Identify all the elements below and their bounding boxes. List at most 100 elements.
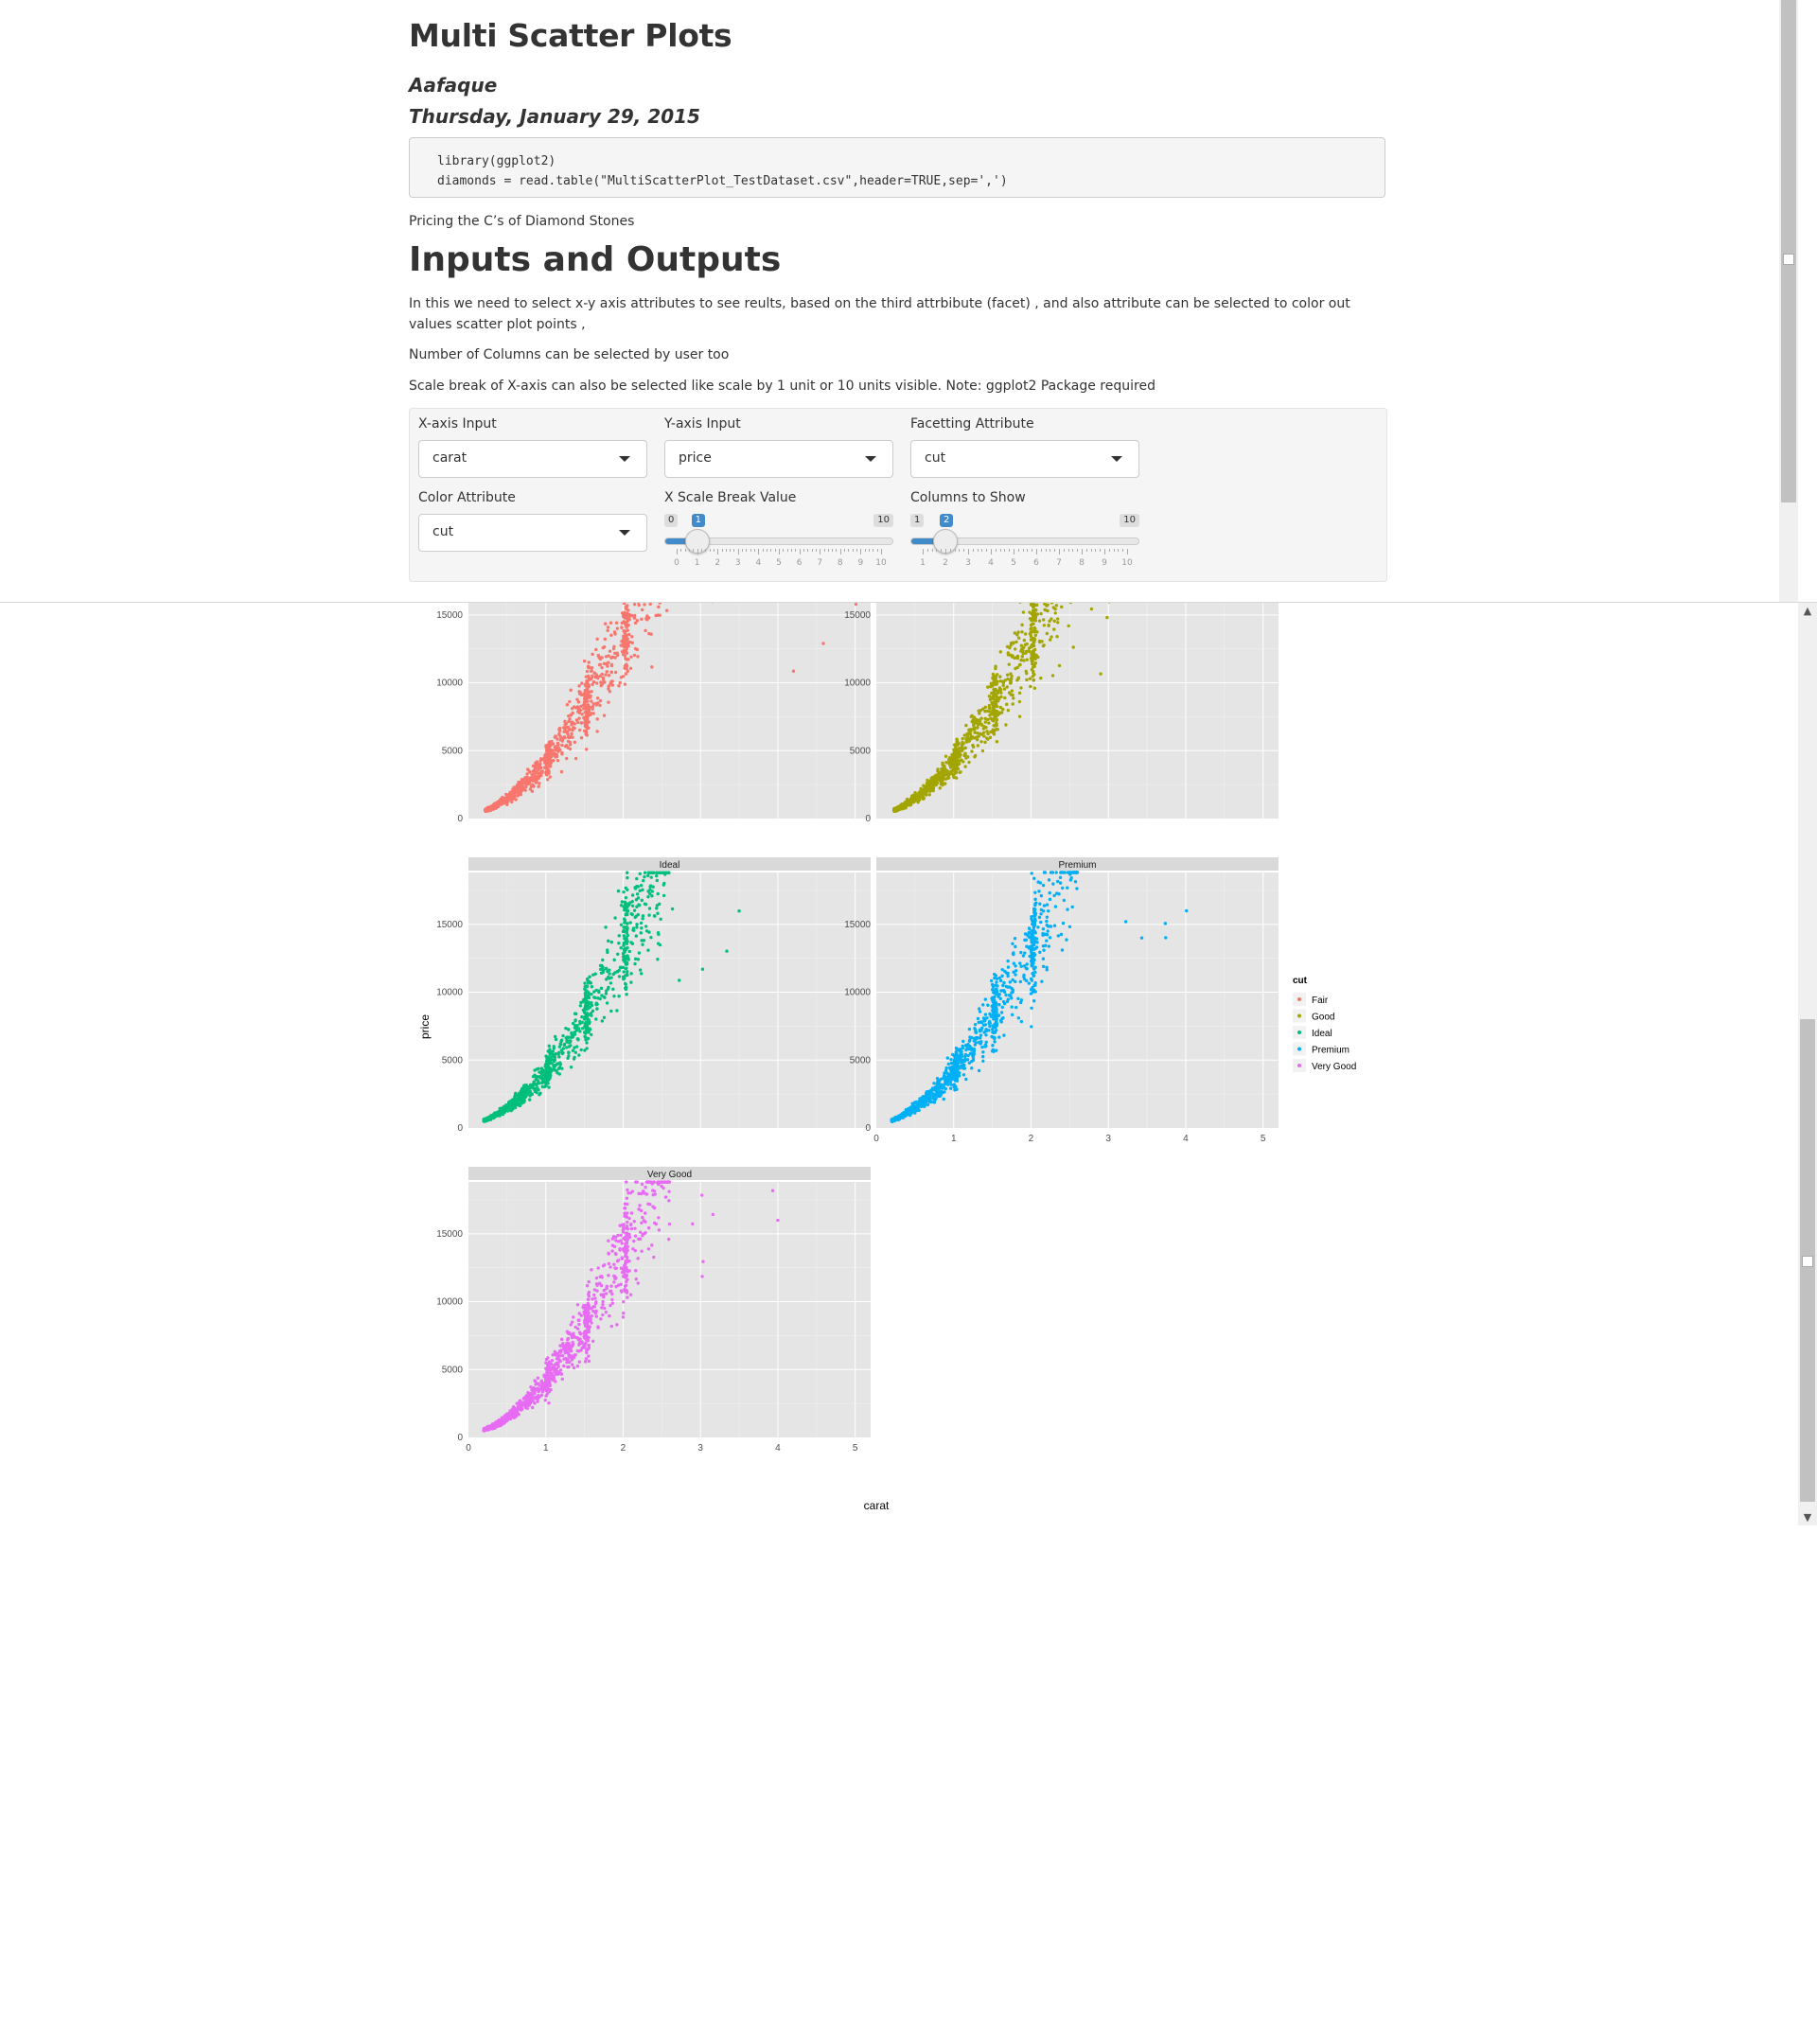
- data-point: [531, 1084, 535, 1087]
- data-point: [556, 737, 559, 741]
- data-point: [977, 1068, 981, 1073]
- data-point: [602, 714, 607, 717]
- data-point: [650, 665, 654, 669]
- data-point: [546, 1049, 550, 1053]
- data-point: [547, 1054, 552, 1059]
- data-point: [661, 871, 664, 874]
- slider-fill: [911, 538, 946, 544]
- data-point: [1018, 961, 1022, 965]
- data-point: [575, 710, 580, 714]
- data-point: [645, 618, 649, 622]
- data-point: [617, 994, 621, 998]
- data-point: [561, 1047, 566, 1050]
- data-point: [635, 876, 639, 881]
- data-point: [983, 740, 987, 745]
- data-point: [605, 978, 609, 981]
- data-point: [586, 690, 590, 694]
- data-point: [626, 612, 629, 616]
- data-point: [558, 1061, 562, 1065]
- data-point: [640, 939, 644, 943]
- data-point: [563, 719, 567, 724]
- data-point: [952, 749, 957, 752]
- data-point: [904, 806, 908, 810]
- data-point: [1032, 958, 1036, 962]
- data-point: [519, 784, 522, 787]
- data-point: [655, 873, 659, 878]
- data-point: [1032, 943, 1036, 947]
- facet-select[interactable]: cut: [910, 440, 1139, 478]
- data-point: [604, 966, 609, 971]
- data-point: [586, 726, 590, 731]
- data-point: [538, 1091, 542, 1096]
- data-point: [638, 968, 643, 972]
- y-tick-label: 15000: [844, 920, 871, 930]
- data-point: [512, 791, 516, 795]
- data-point: [1025, 658, 1029, 661]
- data-point: [1009, 680, 1014, 684]
- color-value: cut: [432, 524, 454, 539]
- data-point: [556, 1062, 559, 1066]
- data-point: [1037, 915, 1042, 920]
- scrollbar-thumb[interactable]: [1781, 0, 1796, 502]
- data-point: [591, 712, 595, 715]
- data-point: [1014, 964, 1017, 968]
- data-point: [999, 711, 1004, 714]
- data-point: [610, 679, 614, 683]
- data-point: [978, 712, 981, 715]
- data-point: [639, 931, 643, 935]
- page-scrollbar[interactable]: [1779, 0, 1798, 602]
- y-axis-select[interactable]: price: [664, 440, 893, 478]
- slider-track[interactable]: [664, 537, 893, 545]
- slider-value-label: 1: [691, 514, 705, 527]
- data-point: [556, 758, 560, 763]
- grid-lines: [468, 603, 871, 819]
- data-point: [1027, 926, 1032, 930]
- data-point: [961, 736, 964, 741]
- slider-minor-tick: [832, 549, 834, 552]
- data-point: [607, 700, 610, 704]
- data-point: [573, 1055, 576, 1060]
- data-point: [1019, 686, 1023, 690]
- data-point: [642, 878, 645, 883]
- data-point: [567, 719, 571, 724]
- x-break-slider[interactable]: 0 10 1 0 1 2 3 4 5 6 7 8 9 10: [664, 514, 893, 571]
- data-point: [995, 718, 998, 722]
- data-point: [1005, 644, 1010, 649]
- y-tick-label: 0: [865, 1123, 871, 1134]
- x-tick-label: 5: [1261, 1134, 1266, 1144]
- data-point: [1058, 881, 1063, 885]
- data-point: [537, 784, 540, 788]
- slider-track[interactable]: [910, 537, 1139, 545]
- data-point: [935, 781, 940, 785]
- data-point: [628, 921, 632, 925]
- data-point: [585, 678, 589, 683]
- data-point: [1019, 964, 1023, 968]
- data-point: [988, 735, 993, 740]
- slider-minor-tick: [730, 549, 732, 552]
- data-point: [641, 917, 644, 921]
- data-point: [530, 789, 535, 793]
- data-point: [1045, 968, 1049, 972]
- data-point: [591, 705, 595, 709]
- data-point: [1029, 617, 1033, 621]
- data-point: [585, 733, 590, 737]
- data-point: [629, 980, 633, 984]
- data-point: [1048, 619, 1051, 624]
- data-point: [635, 905, 639, 908]
- data-point: [617, 934, 621, 938]
- data-point: [616, 889, 621, 893]
- slider-minor-tick: [795, 549, 797, 552]
- slider-minor-tick: [1122, 549, 1124, 552]
- x-axis-select[interactable]: carat: [418, 440, 647, 478]
- data-point: [641, 914, 645, 918]
- color-select[interactable]: cut: [418, 514, 647, 552]
- data-point: [621, 952, 626, 956]
- data-point: [1014, 944, 1017, 949]
- facet-strip-label: Premium: [1058, 860, 1096, 871]
- columns-slider[interactable]: 1 10 2 1 2 3 4 5 6 7 8 9 10: [910, 514, 1139, 571]
- data-point: [967, 760, 971, 765]
- data-point: [1039, 611, 1043, 616]
- slider-fill: [665, 538, 698, 544]
- data-point: [573, 1018, 577, 1022]
- data-point: [623, 682, 627, 686]
